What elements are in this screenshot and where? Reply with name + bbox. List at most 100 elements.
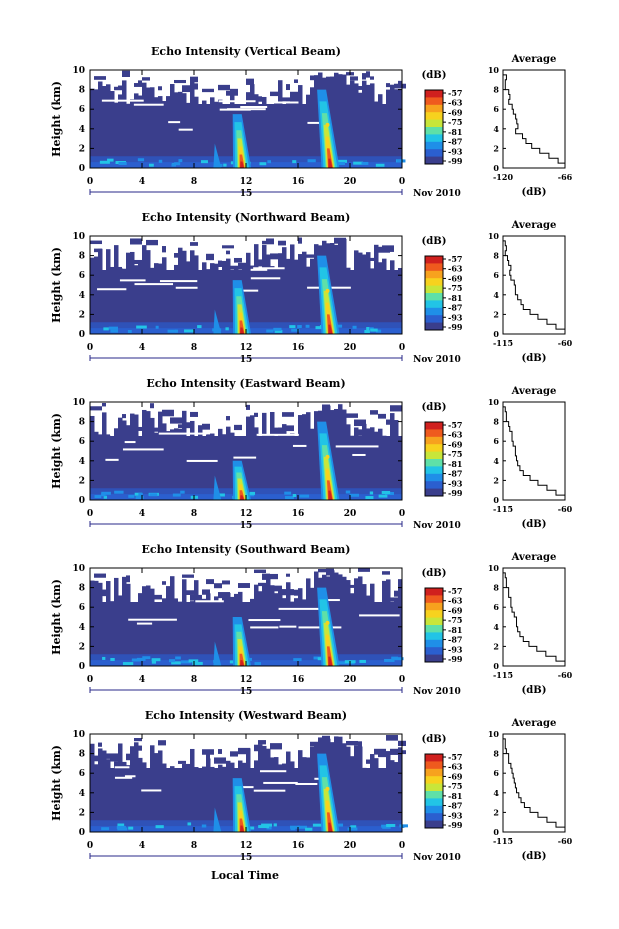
colorbar-segment bbox=[425, 617, 443, 626]
convective-cell-layer bbox=[328, 324, 333, 334]
echo-upper-cell bbox=[274, 757, 279, 769]
echo-patch bbox=[390, 405, 402, 412]
x-tick-label: 20 bbox=[344, 343, 357, 353]
echo-upper-cell bbox=[298, 415, 303, 437]
boundary-speckle bbox=[396, 159, 406, 163]
echo-upper-cell bbox=[114, 245, 119, 271]
colorbar-tick-label: -69 bbox=[448, 273, 463, 283]
echo-upper-cell bbox=[274, 593, 279, 603]
echo-upper-cell bbox=[162, 598, 167, 603]
profile-y-tick-label: 6 bbox=[493, 436, 499, 446]
echo-patch bbox=[398, 80, 402, 87]
y-axis-label: Height (km) bbox=[50, 745, 63, 821]
echo-patch bbox=[358, 86, 362, 90]
echo-upper-cell bbox=[98, 748, 103, 769]
echo-upper-cell bbox=[158, 411, 163, 437]
echo-upper-cell bbox=[190, 420, 195, 437]
echo-upper-cell bbox=[186, 261, 191, 271]
echo-patch bbox=[378, 413, 386, 419]
echo-upper-cell bbox=[154, 753, 159, 769]
echo-upper-cell bbox=[142, 245, 147, 271]
echo-upper-cell bbox=[170, 766, 175, 769]
echo-upper-cell bbox=[110, 91, 115, 105]
colorbar-segment bbox=[425, 422, 443, 430]
echo-upper-cell bbox=[98, 248, 103, 271]
profile-y-tick-label: 10 bbox=[488, 231, 500, 241]
colorbar-segment bbox=[425, 632, 443, 641]
echo-patch bbox=[134, 738, 142, 742]
echo-upper-cell bbox=[374, 101, 379, 105]
echo-patch bbox=[218, 260, 222, 267]
boundary-speckle bbox=[101, 491, 111, 495]
echo-upper-cell bbox=[166, 96, 171, 105]
boundary-speckle bbox=[292, 160, 297, 164]
date-label: Nov 2010 bbox=[413, 355, 461, 365]
echo-patch bbox=[266, 238, 274, 243]
echo-gap bbox=[238, 289, 259, 292]
boundary-speckle bbox=[103, 327, 109, 331]
echo-upper-cell bbox=[306, 266, 311, 271]
boundary-speckle bbox=[284, 491, 292, 495]
boundary-speckle bbox=[174, 162, 181, 166]
echo-upper-cell bbox=[362, 584, 367, 603]
colorbar-tick-label: -93 bbox=[448, 810, 463, 820]
echo-gap bbox=[326, 599, 340, 602]
boundary-speckle bbox=[273, 327, 282, 331]
convective-cell-layer bbox=[328, 822, 333, 832]
colorbar-tick-label: -93 bbox=[448, 312, 463, 322]
echo-upper-cell bbox=[382, 435, 387, 437]
minor-cell bbox=[213, 641, 222, 666]
colorbar-label: (dB) bbox=[422, 568, 447, 579]
echo-patch bbox=[130, 238, 142, 245]
echo-patch bbox=[186, 422, 190, 428]
profile-y-tick-label: 8 bbox=[493, 417, 499, 427]
boundary-speckle bbox=[155, 325, 159, 329]
boundary-speckle bbox=[286, 496, 294, 500]
x-tick-label: 20 bbox=[344, 509, 357, 519]
echo-upper-cell bbox=[210, 433, 215, 437]
convective-cell-layer bbox=[240, 161, 245, 168]
y-tick-label: 10 bbox=[72, 232, 85, 242]
echo-upper-cell bbox=[278, 253, 283, 271]
echo-patch bbox=[94, 573, 106, 578]
echo-upper-cell bbox=[282, 598, 287, 603]
echo-upper-cell bbox=[338, 404, 343, 437]
echo-upper-cell bbox=[190, 601, 195, 603]
convective-cell-layer bbox=[240, 495, 245, 500]
local-time-label: Local Time bbox=[211, 869, 279, 882]
echo-patch bbox=[370, 76, 374, 80]
echo-upper-cell bbox=[350, 435, 355, 437]
colorbar-segment bbox=[425, 754, 443, 762]
echo-gap bbox=[101, 99, 144, 102]
colorbar-tick-label: -75 bbox=[448, 615, 462, 625]
x-tick-label: 12 bbox=[240, 675, 253, 685]
profile-panel: Average 0 2 4 6 8 10 -115 -60 (dB) bbox=[488, 718, 573, 862]
boundary-speckle bbox=[229, 660, 234, 664]
day-label: 15 bbox=[240, 355, 253, 365]
echo-patch bbox=[270, 253, 282, 260]
profile-y-tick-label: 4 bbox=[493, 124, 499, 134]
echo-upper-cell bbox=[362, 767, 367, 769]
echo-patch bbox=[350, 76, 358, 81]
x-tick-label: 12 bbox=[240, 509, 253, 519]
echo-upper-cell bbox=[350, 756, 355, 769]
colorbar-segment bbox=[425, 776, 443, 785]
echo-patch bbox=[222, 245, 234, 249]
y-tick-label: 8 bbox=[79, 750, 85, 760]
profile-y-tick-label: 10 bbox=[488, 729, 500, 739]
echo-patch bbox=[154, 594, 162, 600]
colorbar-tick-label: -87 bbox=[448, 635, 462, 645]
boundary-speckle bbox=[223, 163, 227, 167]
y-tick-label: 10 bbox=[72, 66, 85, 76]
echo-upper-cell bbox=[90, 415, 95, 437]
echo-upper-cell bbox=[226, 104, 231, 105]
y-tick-label: 8 bbox=[79, 252, 85, 262]
echo-upper-cell bbox=[174, 264, 179, 271]
echo-upper-cell bbox=[266, 748, 271, 769]
echo-upper-cell bbox=[222, 434, 227, 437]
echo-upper-cell bbox=[90, 580, 95, 603]
echo-upper-cell bbox=[122, 761, 127, 769]
echo-upper-cell bbox=[282, 247, 287, 271]
echo-upper-cell bbox=[386, 751, 391, 769]
echo-upper-cell bbox=[90, 743, 95, 769]
